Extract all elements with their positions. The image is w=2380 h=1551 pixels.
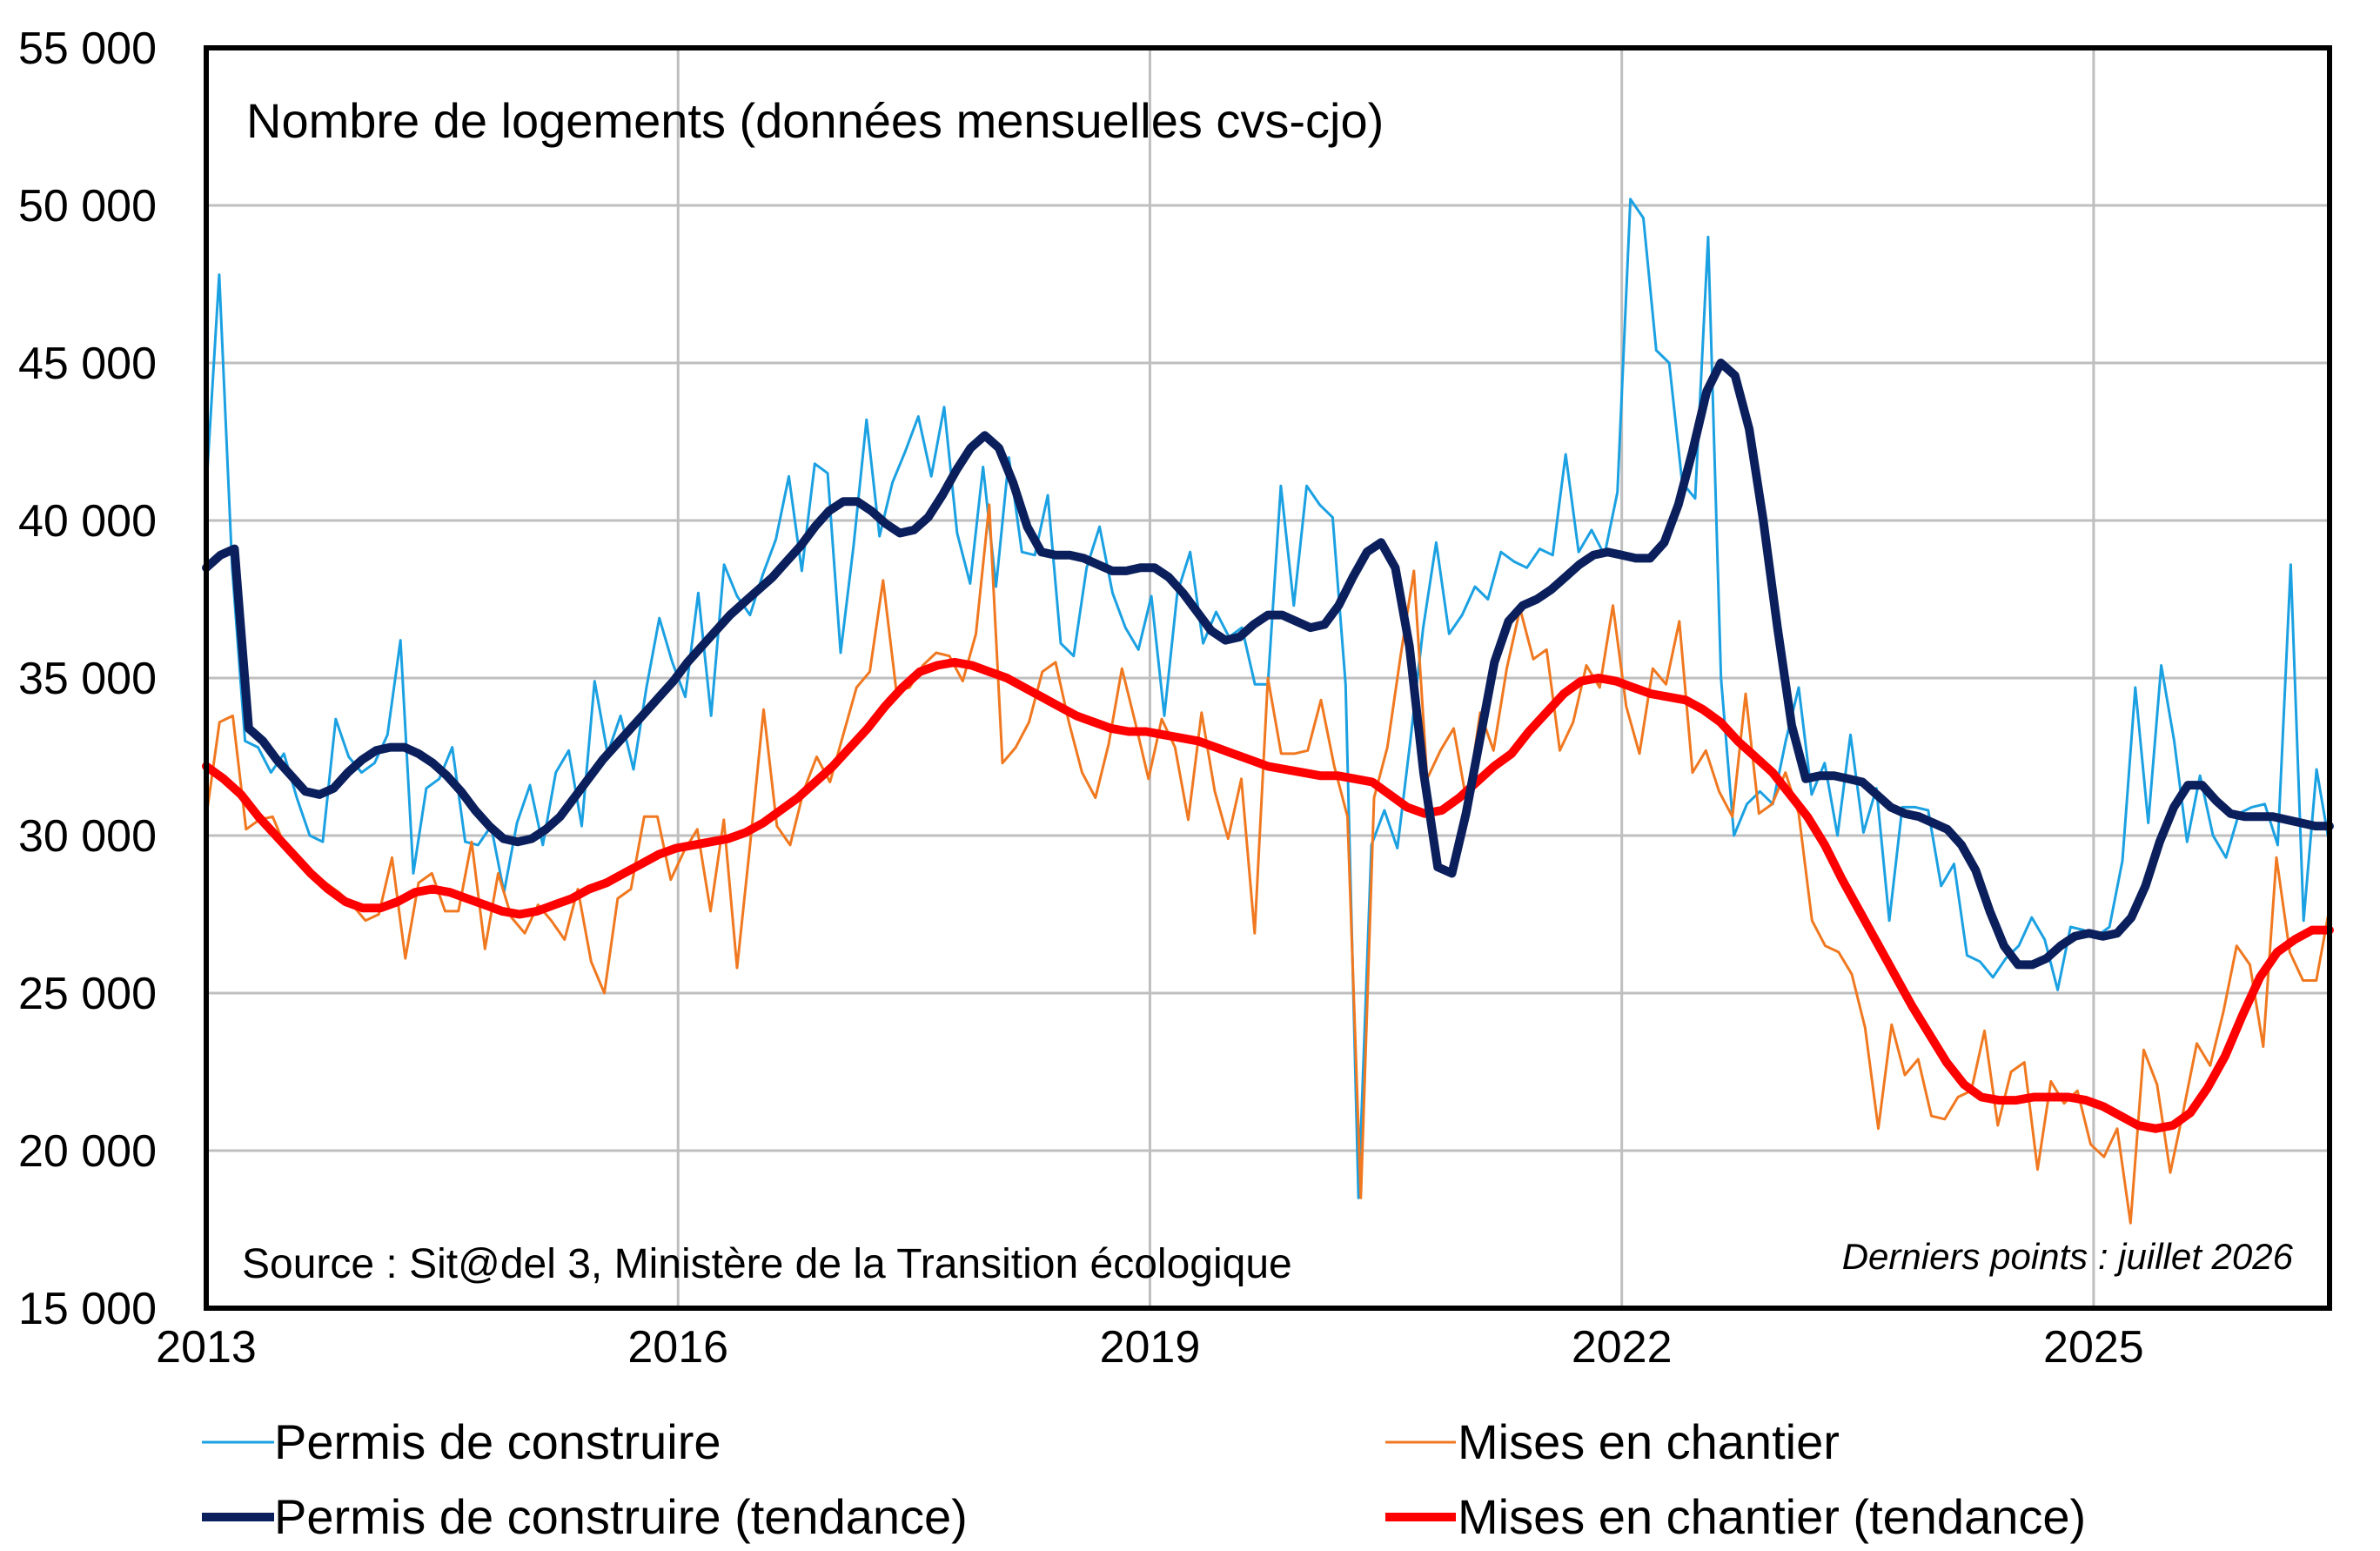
x-tick-label: 2016: [627, 1322, 728, 1373]
series-layer: [202, 198, 2334, 1225]
x-tick-label: 2025: [2043, 1322, 2144, 1373]
y-tick-label: 15 000: [18, 1284, 157, 1334]
y-tick-label: 35 000: [18, 654, 157, 704]
legend-label-mises-tendance: Mises en chantier (tendance): [1458, 1489, 2086, 1544]
chart-title: Nombre de logements (données mensuelles …: [246, 93, 1384, 148]
y-tick-label: 20 000: [18, 1126, 157, 1177]
x-tick-label: 2013: [156, 1322, 257, 1373]
y-tick-label: 40 000: [18, 496, 157, 547]
series-line-mises-tendance: [202, 657, 2334, 1133]
y-tick-label: 45 000: [18, 339, 157, 389]
legend-label-mises: Mises en chantier: [1458, 1414, 1840, 1469]
source-text: Source : Sit@del 3, Ministère de la Tran…: [242, 1241, 1292, 1287]
x-tick-label: 2019: [1100, 1322, 1201, 1373]
plot-frame: [204, 45, 2332, 1311]
series-line-mises: [204, 503, 2331, 1225]
legend-label-permis: Permis de construire: [274, 1414, 721, 1469]
y-axis-ticks: 15 000 20 000 25 000 30 000 35 000 40 000 45 0…: [18, 24, 157, 1334]
legend-label-permis-tendance: Permis de construire (tendance): [274, 1489, 968, 1544]
y-tick-label: 50 000: [18, 181, 157, 232]
series-line-permis-tendance: [202, 359, 2334, 970]
legend: Permis de construire Mises en chantier P…: [202, 1414, 2086, 1544]
y-tick-label: 30 000: [18, 811, 157, 862]
y-tick-label: 25 000: [18, 969, 157, 1019]
x-axis-ticks: 2013 2016 2019 2022 2025: [156, 1322, 2144, 1373]
x-tick-label: 2022: [1572, 1322, 1673, 1373]
grid-lines: [206, 48, 2330, 1308]
last-points-note: Derniers points : juillet 2026: [1842, 1236, 2294, 1277]
y-tick-label: 55 000: [18, 24, 157, 74]
